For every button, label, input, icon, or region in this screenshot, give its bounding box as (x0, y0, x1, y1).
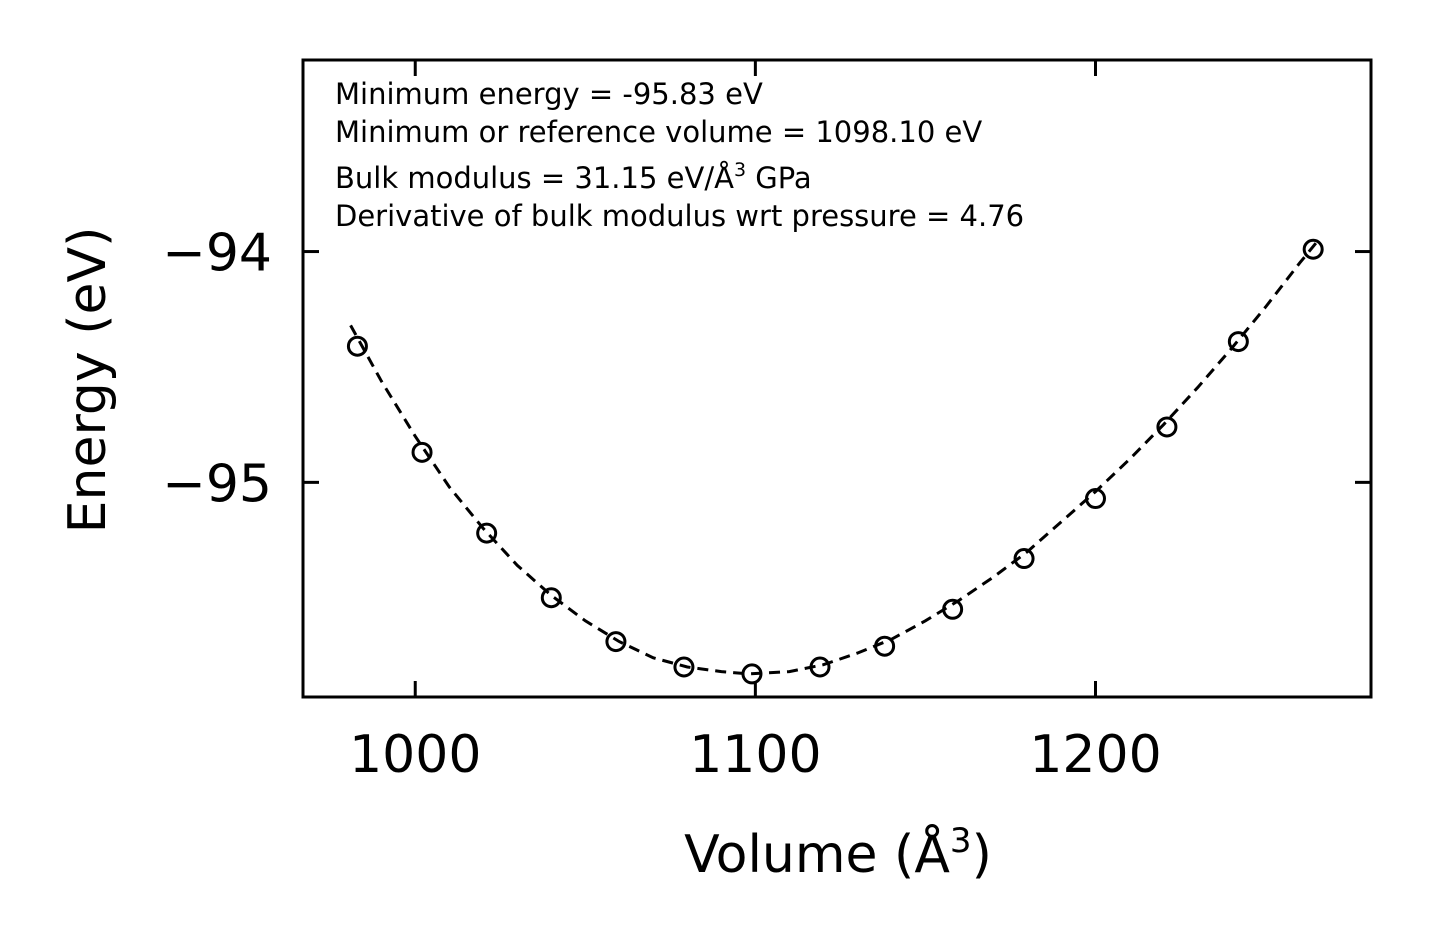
data-point (346, 335, 368, 357)
data-point (540, 587, 562, 609)
data-point (605, 631, 627, 653)
x-axis-label-main: Volume (Å (684, 823, 950, 885)
annotation-min-energy: Minimum energy = -95.83 eV (335, 77, 763, 111)
x-axis-label-sup: 3 (950, 821, 972, 861)
ticks (303, 60, 1371, 697)
y-tick-label: −94 (162, 224, 272, 284)
data-point (1156, 416, 1178, 438)
annotation-bulk-modulus-pre: Bulk modulus = 31.15 eV/Å (335, 161, 734, 195)
x-axis-label: Volume (Å3) (684, 821, 992, 885)
annotation-bulk-modulus-sup: 3 (734, 159, 746, 181)
fit-layer (349, 241, 1318, 676)
data-point (476, 522, 498, 544)
data-point (1227, 331, 1249, 353)
y-tick-label: −95 (162, 454, 272, 514)
x-tick-label: 1200 (1029, 725, 1161, 785)
x-tick-label: 1000 (349, 725, 481, 785)
fit-curve (349, 241, 1318, 676)
points-layer (346, 238, 1324, 685)
data-point (411, 441, 433, 463)
y-axis-label: Energy (eV) (58, 227, 118, 534)
x-axis-label-close: ) (972, 825, 992, 885)
plot-frame (301, 58, 1373, 699)
annotation-bulk-modulus: Bulk modulus = 31.15 eV/Å3 GPa (335, 159, 812, 195)
data-point (1084, 488, 1106, 510)
data-point (809, 656, 831, 678)
data-point (741, 663, 763, 685)
x-tick-label: 1100 (689, 725, 821, 785)
data-point (1013, 548, 1035, 570)
data-point (874, 635, 896, 657)
data-point (1302, 238, 1324, 260)
annotation-derivative: Derivative of bulk modulus wrt pressure … (335, 199, 1024, 233)
annotation-bulk-modulus-post: GPa (746, 161, 812, 195)
data-point (942, 598, 964, 620)
tick-labels: 1000 1100 1200 −94 −95 (162, 224, 1161, 785)
annotation-ref-volume: Minimum or reference volume = 1098.10 eV (335, 115, 982, 149)
data-point (673, 656, 695, 678)
